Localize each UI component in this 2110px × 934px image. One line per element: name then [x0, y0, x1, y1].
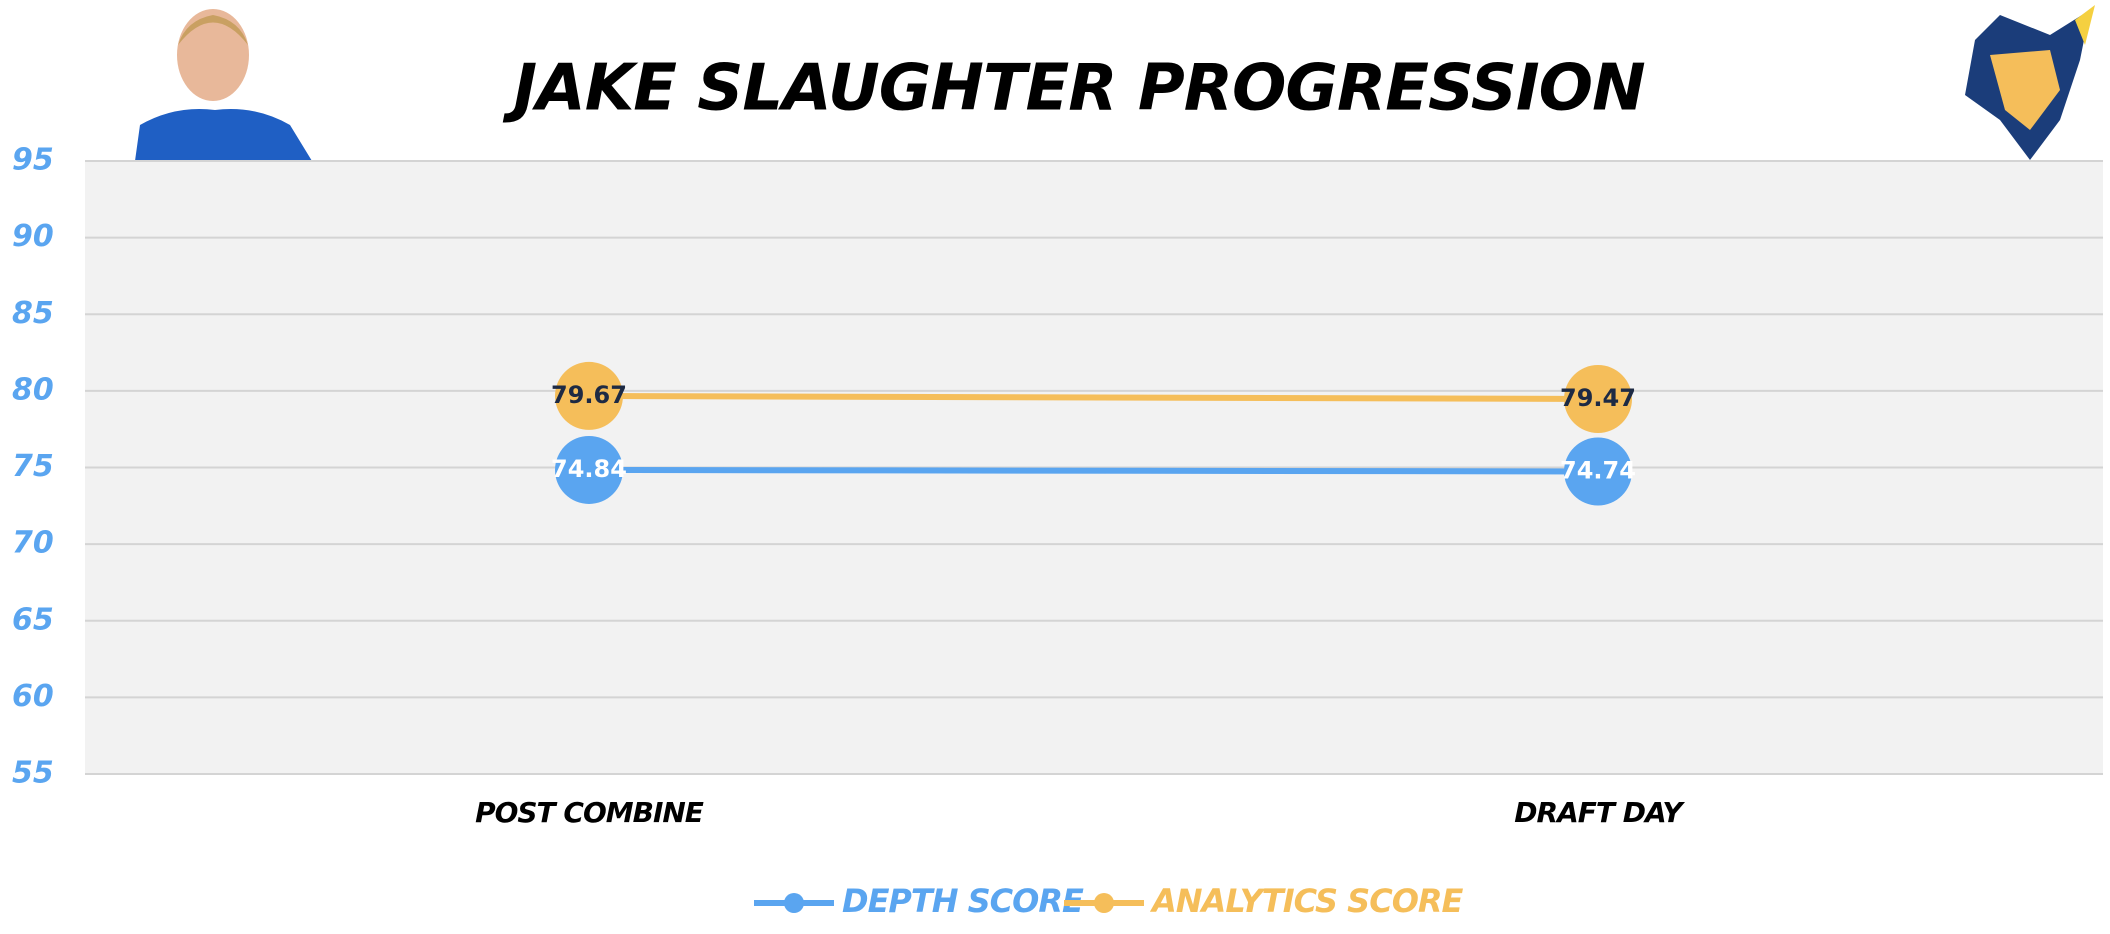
- y-tick-label: 80: [12, 372, 54, 407]
- series-line: [588, 466, 1599, 475]
- series-line: [588, 392, 1599, 402]
- y-tick-label: 60: [12, 679, 54, 714]
- legend-item: DEPTH SCORE: [754, 882, 1085, 920]
- y-tick-label: 75: [12, 449, 54, 484]
- x-tick-label: DRAFT DAY: [1514, 796, 1685, 829]
- legend-item: ANALYTICS SCORE: [1064, 882, 1465, 920]
- legend-label: ANALYTICS SCORE: [1149, 882, 1464, 920]
- value-label: 74.84: [551, 455, 627, 483]
- legend-marker: [784, 893, 804, 913]
- y-tick-label: 55: [12, 756, 54, 791]
- value-label: 79.67: [551, 381, 627, 409]
- chart-title: JAKE SLAUGHTER PROGRESSION: [502, 52, 1645, 126]
- y-tick-label: 70: [12, 526, 54, 561]
- y-tick-label: 85: [12, 296, 54, 331]
- y-tick-label: 65: [12, 602, 54, 637]
- team-logo: [1965, 5, 2095, 160]
- y-tick-label: 90: [12, 219, 54, 254]
- data-point: [555, 361, 623, 430]
- data-point: [555, 435, 623, 504]
- legend-marker: [1094, 893, 1114, 913]
- data-point: [1564, 364, 1632, 433]
- value-label: 74.74: [1560, 456, 1636, 484]
- y-tick-label: 95: [12, 143, 54, 178]
- data-point: [1564, 437, 1632, 506]
- player-photo: [135, 9, 312, 161]
- legend-label: DEPTH SCORE: [842, 882, 1084, 920]
- value-label: 79.47: [1560, 384, 1636, 412]
- x-tick-label: POST COMBINE: [475, 796, 704, 829]
